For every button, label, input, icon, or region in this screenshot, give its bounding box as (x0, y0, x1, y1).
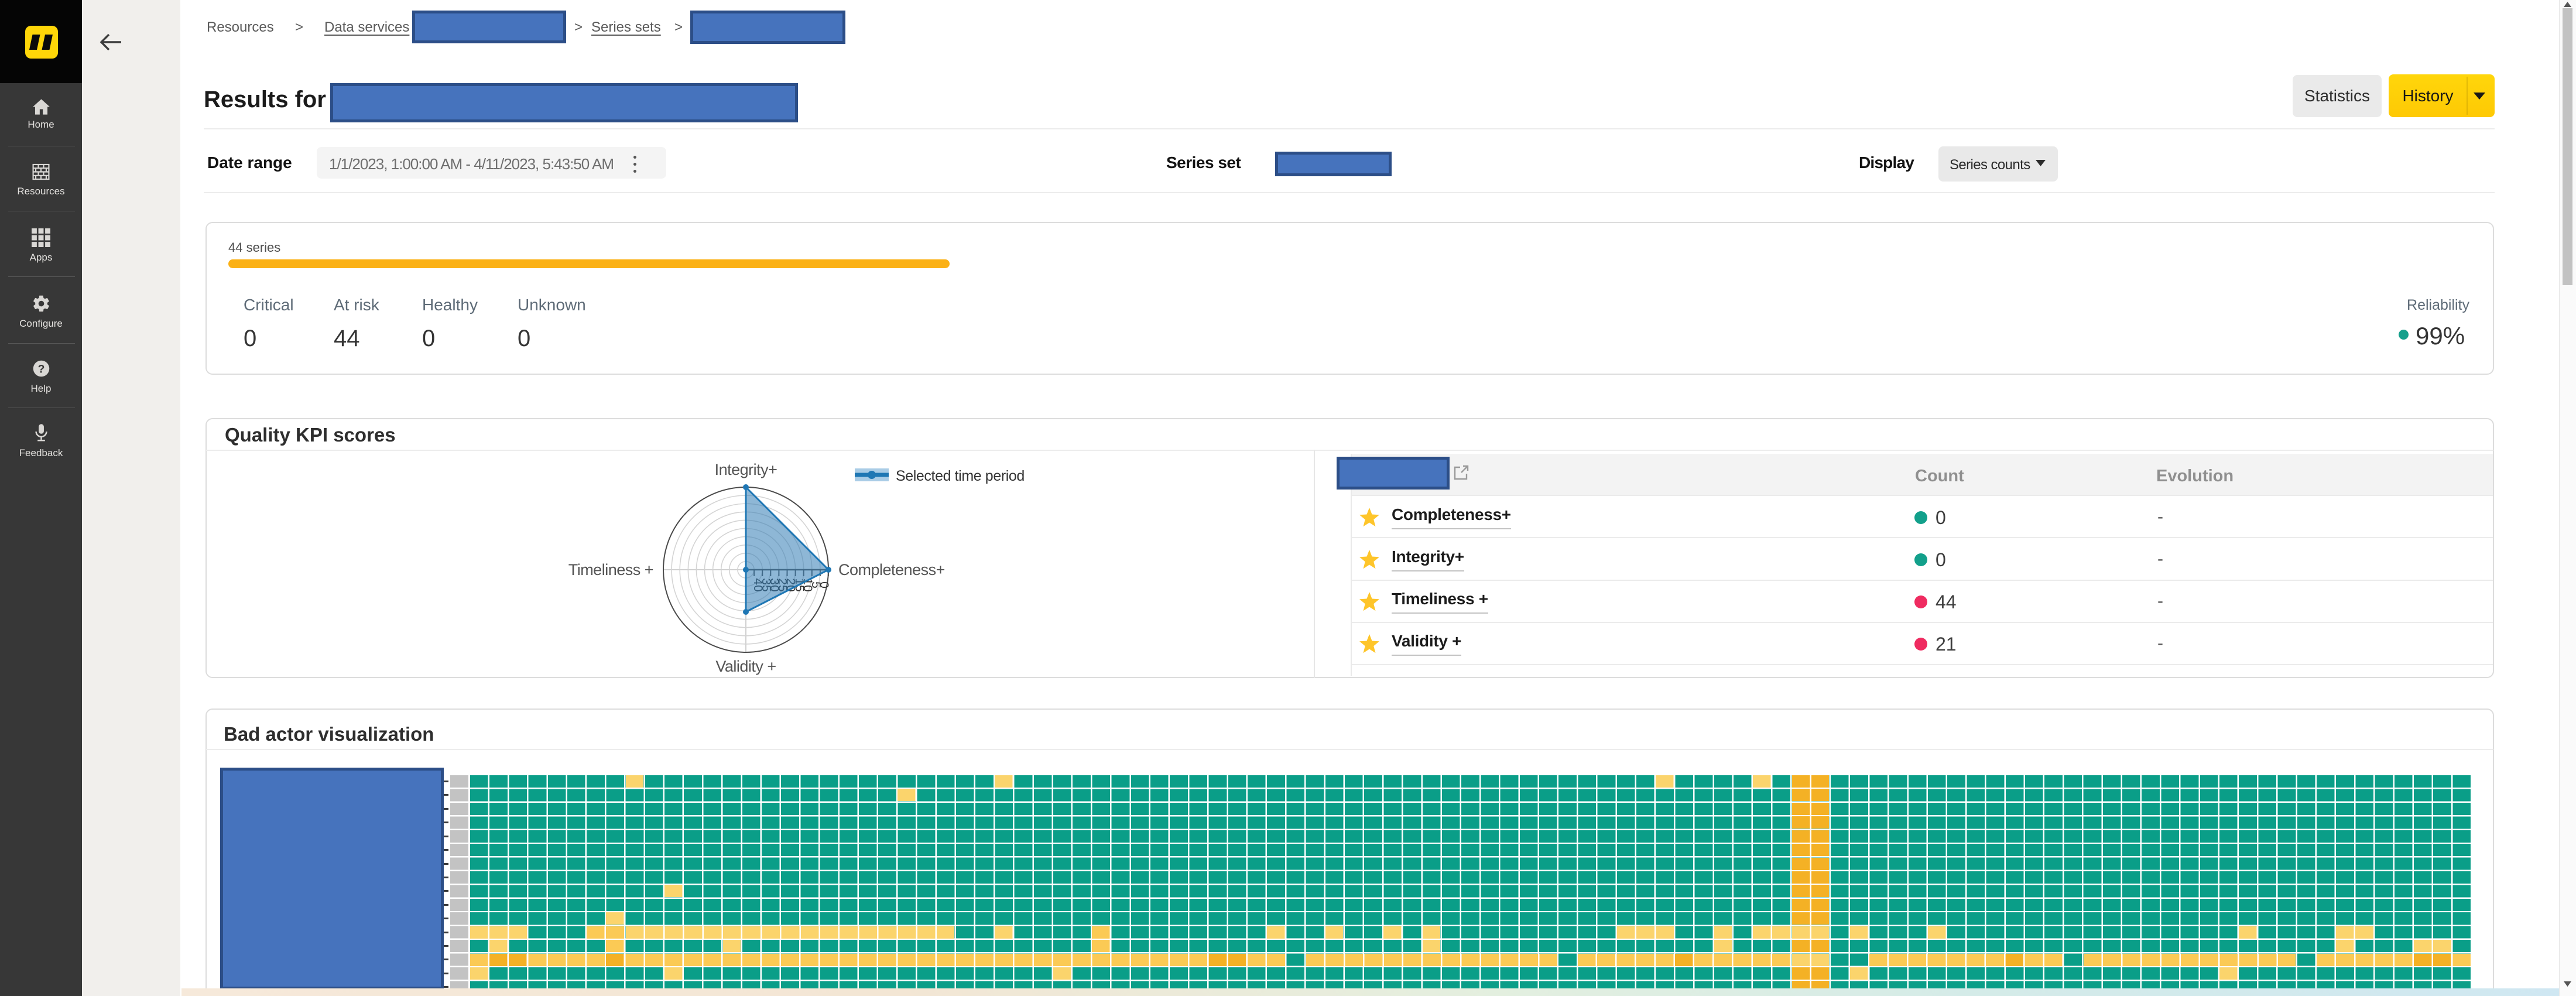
svg-text:Timeliness +: Timeliness + (568, 561, 653, 579)
svg-text:Integrity+: Integrity+ (715, 461, 777, 478)
svg-text:5: 5 (809, 581, 823, 588)
svg-text:Selected time period: Selected time period (896, 468, 1025, 484)
svg-text:0: 0 (817, 581, 831, 588)
svg-text:Validity +: Validity + (715, 658, 776, 675)
svg-text:Completeness+: Completeness+ (838, 561, 945, 579)
svg-text:?: ? (37, 363, 44, 375)
